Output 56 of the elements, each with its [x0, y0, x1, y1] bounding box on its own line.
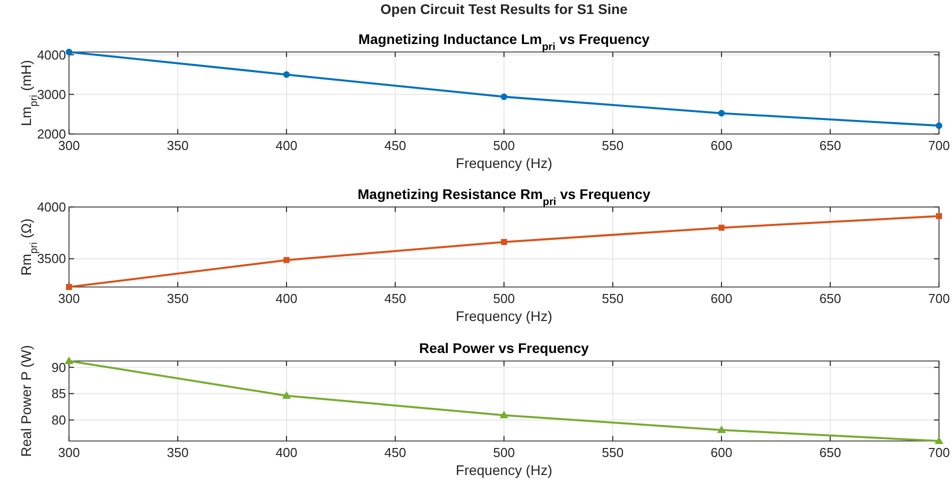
point: [284, 257, 290, 264]
x-axis-title: Frequency (Hz): [456, 155, 552, 171]
x-tick-label: 500: [493, 138, 515, 153]
x-tick-label: 500: [493, 291, 515, 306]
x-tick-label: 600: [710, 138, 732, 153]
x-tick-label: 550: [602, 291, 624, 306]
point: [65, 357, 73, 364]
x-tick-label: 350: [166, 445, 189, 460]
x-tick-label: 650: [819, 291, 842, 306]
point: [935, 437, 943, 444]
y-tick-label: 3000: [37, 86, 66, 102]
y-tick-label: 80: [52, 412, 66, 428]
x-tick-label: 350: [166, 138, 189, 153]
x-tick-label: 300: [58, 291, 80, 306]
chart-title: Magnetizing Resistance Rm$_{pri}$ vs Frequency: [358, 186, 651, 208]
point: [500, 93, 508, 100]
y-tick-label: 85: [52, 386, 66, 402]
chart-title: Magnetizing Inductance Lm$_{pri}$ vs Frequency: [358, 31, 650, 53]
x-tick-label: 500: [493, 445, 515, 460]
point: [282, 392, 290, 399]
chart-title: Real Power vs Frequency: [419, 340, 590, 356]
x-tick-label: 300: [58, 445, 80, 460]
y-tick-label: 4000: [37, 200, 66, 214]
point: [500, 411, 508, 418]
point: [501, 238, 507, 245]
point: [936, 213, 942, 220]
x-tick-label: 450: [384, 291, 406, 306]
point: [283, 71, 290, 78]
point: [718, 224, 724, 231]
x-tick-label: 550: [602, 445, 624, 460]
x-axis-title: Frequency (Hz): [456, 308, 552, 324]
y-tick-label: 90: [52, 360, 66, 375]
point: [936, 122, 942, 129]
x-tick-label: 350: [166, 291, 189, 306]
point: [718, 426, 726, 433]
x-tick-label: 450: [384, 445, 406, 460]
x-tick-label: 400: [276, 445, 298, 460]
x-tick-label: 600: [710, 445, 732, 460]
y-tick-label: 3500: [37, 251, 66, 266]
x-tick-label: 650: [819, 445, 842, 460]
point: [718, 110, 725, 117]
x-tick-label: 600: [710, 291, 732, 306]
x-tick-label: 400: [276, 291, 298, 306]
x-tick-label: 700: [928, 445, 950, 460]
x-tick-label: 650: [819, 138, 842, 153]
y-axis-title: Real Power P (W): [18, 345, 34, 457]
y-tick-label: 4000: [37, 47, 66, 62]
text: Open Circuit Test Results for S1 Sine: [380, 1, 628, 17]
x-tick-label: 550: [602, 138, 624, 153]
x-tick-label: 450: [384, 138, 406, 153]
x-tick-label: 700: [928, 138, 950, 153]
x-tick-label: 700: [928, 291, 950, 306]
point: [66, 48, 72, 56]
x-tick-label: 400: [276, 138, 298, 153]
point: [66, 284, 72, 290]
x-axis-title: Frequency (Hz): [456, 462, 552, 478]
